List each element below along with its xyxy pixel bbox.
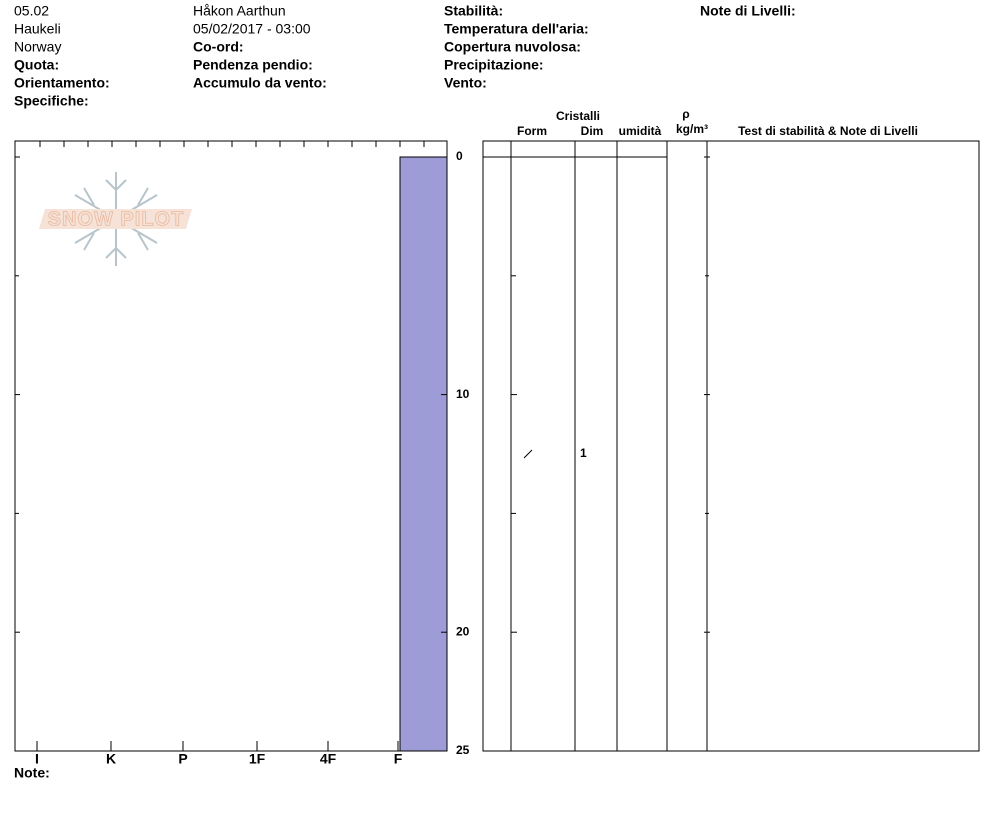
header-field: Pendenza pendio: [193,57,313,73]
depth-label: 20 [456,624,470,638]
header-field: Orientamento: [14,75,110,91]
hardness-plot-frame [14,140,448,752]
column-header: kg/m³ [676,122,708,136]
header-field: Specifiche: [14,93,89,109]
column-header: umidità [619,124,662,138]
header-field: 05/02/2017 - 03:00 [193,21,311,37]
depth-label: 0 [456,149,463,163]
hardness-label: 4F [320,751,337,767]
logo-band [39,209,192,229]
crystal-size: 1 [580,446,587,460]
header-field: Accumulo da vento: [193,75,327,91]
column-header: Test di stabilità & Note di Livelli [738,124,918,138]
header-field: Stabilità: [444,3,503,19]
header-field: Co-ord: [193,39,244,55]
header-field: Copertura nuvolosa: [444,39,581,55]
hardness-label: 1F [249,751,266,767]
column-header: ρ [682,107,689,121]
header-field: Precipitazione: [444,57,544,73]
hardness-bar [399,156,448,752]
layer-table-frame [482,140,980,752]
crystal-form-symbol [523,449,533,459]
hardness-label: K [106,751,116,767]
header-field: Haukeli [14,21,61,37]
header-field: Håkon Aarthun [193,3,286,19]
header-field: Temperatura dell'aria: [444,21,589,37]
column-header: Form [517,124,547,138]
hardness-label: P [178,751,187,767]
header-field: Note di Livelli: [700,3,796,19]
header-field: Quota: [14,57,59,73]
depth-label: 10 [456,387,470,401]
depth-label: 25 [456,743,470,757]
watermark: SNOW PILOT [48,208,185,230]
note-label: Note: [14,765,50,781]
column-header: Dim [581,124,604,138]
header-field: Vento: [444,75,487,91]
hardness-label: F [394,751,403,767]
hardness-label: I [35,751,39,767]
header-field: Norway [14,39,61,55]
header-field: 05.02 [14,3,49,19]
column-header: Cristalli [556,109,600,123]
